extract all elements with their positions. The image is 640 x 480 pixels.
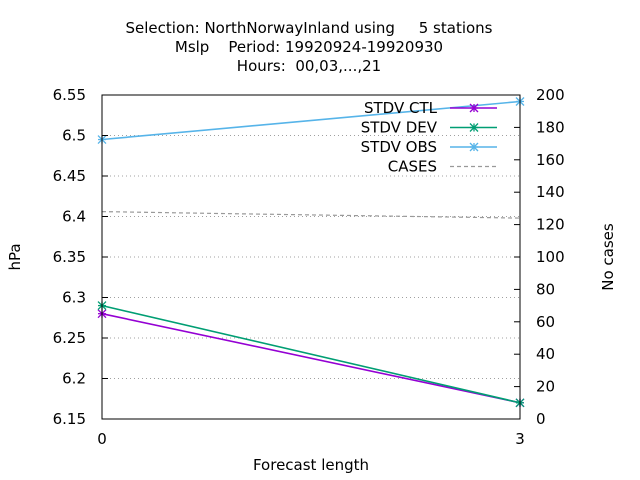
y2-tick-label-3: 140 xyxy=(536,183,565,201)
chart-title: Selection: NorthNorwayInland using 5 sta… xyxy=(126,19,493,75)
y-tick-label-6: 6.25 xyxy=(53,329,86,347)
y-tick-label-2: 6.45 xyxy=(53,167,86,185)
y2-tick-label-9: 20 xyxy=(536,378,555,396)
title-line-2: Mslp Period: 19920924-19920930 xyxy=(175,38,443,56)
y2-axis-label: No cases xyxy=(599,223,617,291)
legend-marker-stdv-ctl xyxy=(469,103,479,113)
y2-tick-label-6: 80 xyxy=(536,280,555,298)
y2-tick-label-8: 40 xyxy=(536,345,555,363)
y-tick-label-5: 6.3 xyxy=(62,289,86,307)
y2-tick-label-10: 0 xyxy=(536,410,546,428)
title-line-3: Hours: 00,03,...,21 xyxy=(237,57,381,75)
y-tick-label-1: 6.5 xyxy=(62,127,86,145)
legend-label-stdv-dev: STDV DEV xyxy=(361,119,438,137)
y2-tick-label-0: 200 xyxy=(536,86,565,104)
legend-marker-stdv-obs xyxy=(469,142,479,152)
y2-tick-label-4: 120 xyxy=(536,216,565,234)
series-line-stdv-dev xyxy=(101,304,521,404)
y-tick-label-4: 6.35 xyxy=(53,248,86,266)
plot-data xyxy=(97,97,525,408)
grid xyxy=(102,135,520,379)
y-tick-label-7: 6.2 xyxy=(62,370,86,388)
series-line-cases xyxy=(101,211,521,219)
x-tick-label-0: 0 xyxy=(97,430,107,448)
legend-label-stdv-ctl: STDV CTL xyxy=(364,99,438,117)
y2-tick-label-2: 160 xyxy=(536,151,565,169)
y2-tick-label-1: 180 xyxy=(536,118,565,136)
x-axis-label: Forecast length xyxy=(253,456,369,474)
y2-tick-label-5: 100 xyxy=(536,248,565,266)
series-line-stdv-ctl xyxy=(101,312,521,404)
legend-label-stdv-obs: STDV OBS xyxy=(361,138,437,156)
legend-marker-stdv-dev xyxy=(469,123,479,132)
y-tick-label-3: 6.4 xyxy=(62,208,86,226)
y-tick-label-0: 6.55 xyxy=(53,86,86,104)
y-axis-ticks: 6.55 6.5 6.45 6.4 6.35 6.3 6.25 6.2 6.15 xyxy=(53,86,108,428)
x-tick-label-1: 3 xyxy=(515,430,525,448)
title-line-1: Selection: NorthNorwayInland using 5 sta… xyxy=(126,19,493,37)
y-axis-label: hPa xyxy=(6,243,24,270)
y-tick-label-8: 6.15 xyxy=(53,410,86,428)
legend-label-cases: CASES xyxy=(388,158,437,176)
y2-tick-label-7: 60 xyxy=(536,313,555,331)
